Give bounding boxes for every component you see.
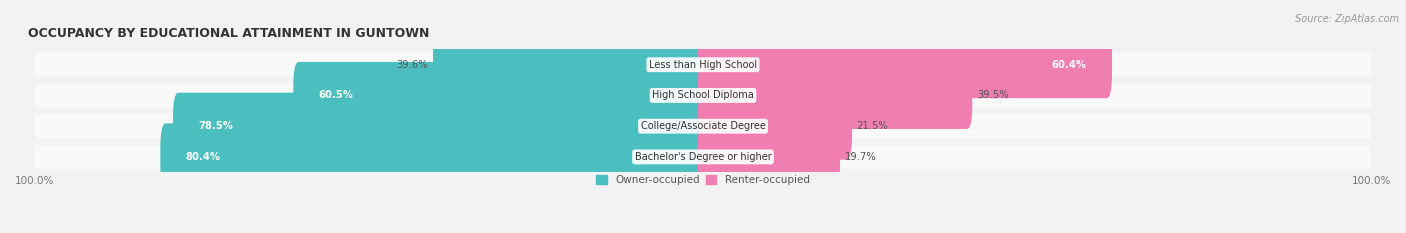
FancyBboxPatch shape	[294, 62, 709, 129]
Text: 60.4%: 60.4%	[1052, 60, 1087, 70]
Text: High School Diploma: High School Diploma	[652, 90, 754, 100]
Text: 78.5%: 78.5%	[198, 121, 233, 131]
Text: Source: ZipAtlas.com: Source: ZipAtlas.com	[1295, 14, 1399, 24]
FancyBboxPatch shape	[160, 123, 709, 190]
Text: 39.5%: 39.5%	[977, 90, 1008, 100]
Text: 39.6%: 39.6%	[396, 60, 429, 70]
FancyBboxPatch shape	[173, 93, 709, 160]
Text: 60.5%: 60.5%	[319, 90, 353, 100]
FancyBboxPatch shape	[697, 123, 839, 190]
FancyBboxPatch shape	[35, 53, 1371, 77]
Text: College/Associate Degree: College/Associate Degree	[641, 121, 765, 131]
FancyBboxPatch shape	[35, 145, 1371, 169]
FancyBboxPatch shape	[433, 31, 709, 98]
Text: 19.7%: 19.7%	[845, 152, 876, 162]
FancyBboxPatch shape	[35, 114, 1371, 138]
Text: Less than High School: Less than High School	[650, 60, 756, 70]
Legend: Owner-occupied, Renter-occupied: Owner-occupied, Renter-occupied	[592, 171, 814, 189]
Text: Bachelor's Degree or higher: Bachelor's Degree or higher	[634, 152, 772, 162]
FancyBboxPatch shape	[697, 31, 1112, 98]
FancyBboxPatch shape	[697, 93, 852, 160]
Text: 80.4%: 80.4%	[186, 152, 221, 162]
Text: 21.5%: 21.5%	[856, 121, 889, 131]
FancyBboxPatch shape	[697, 62, 973, 129]
FancyBboxPatch shape	[35, 83, 1371, 107]
Text: OCCUPANCY BY EDUCATIONAL ATTAINMENT IN GUNTOWN: OCCUPANCY BY EDUCATIONAL ATTAINMENT IN G…	[28, 27, 429, 40]
